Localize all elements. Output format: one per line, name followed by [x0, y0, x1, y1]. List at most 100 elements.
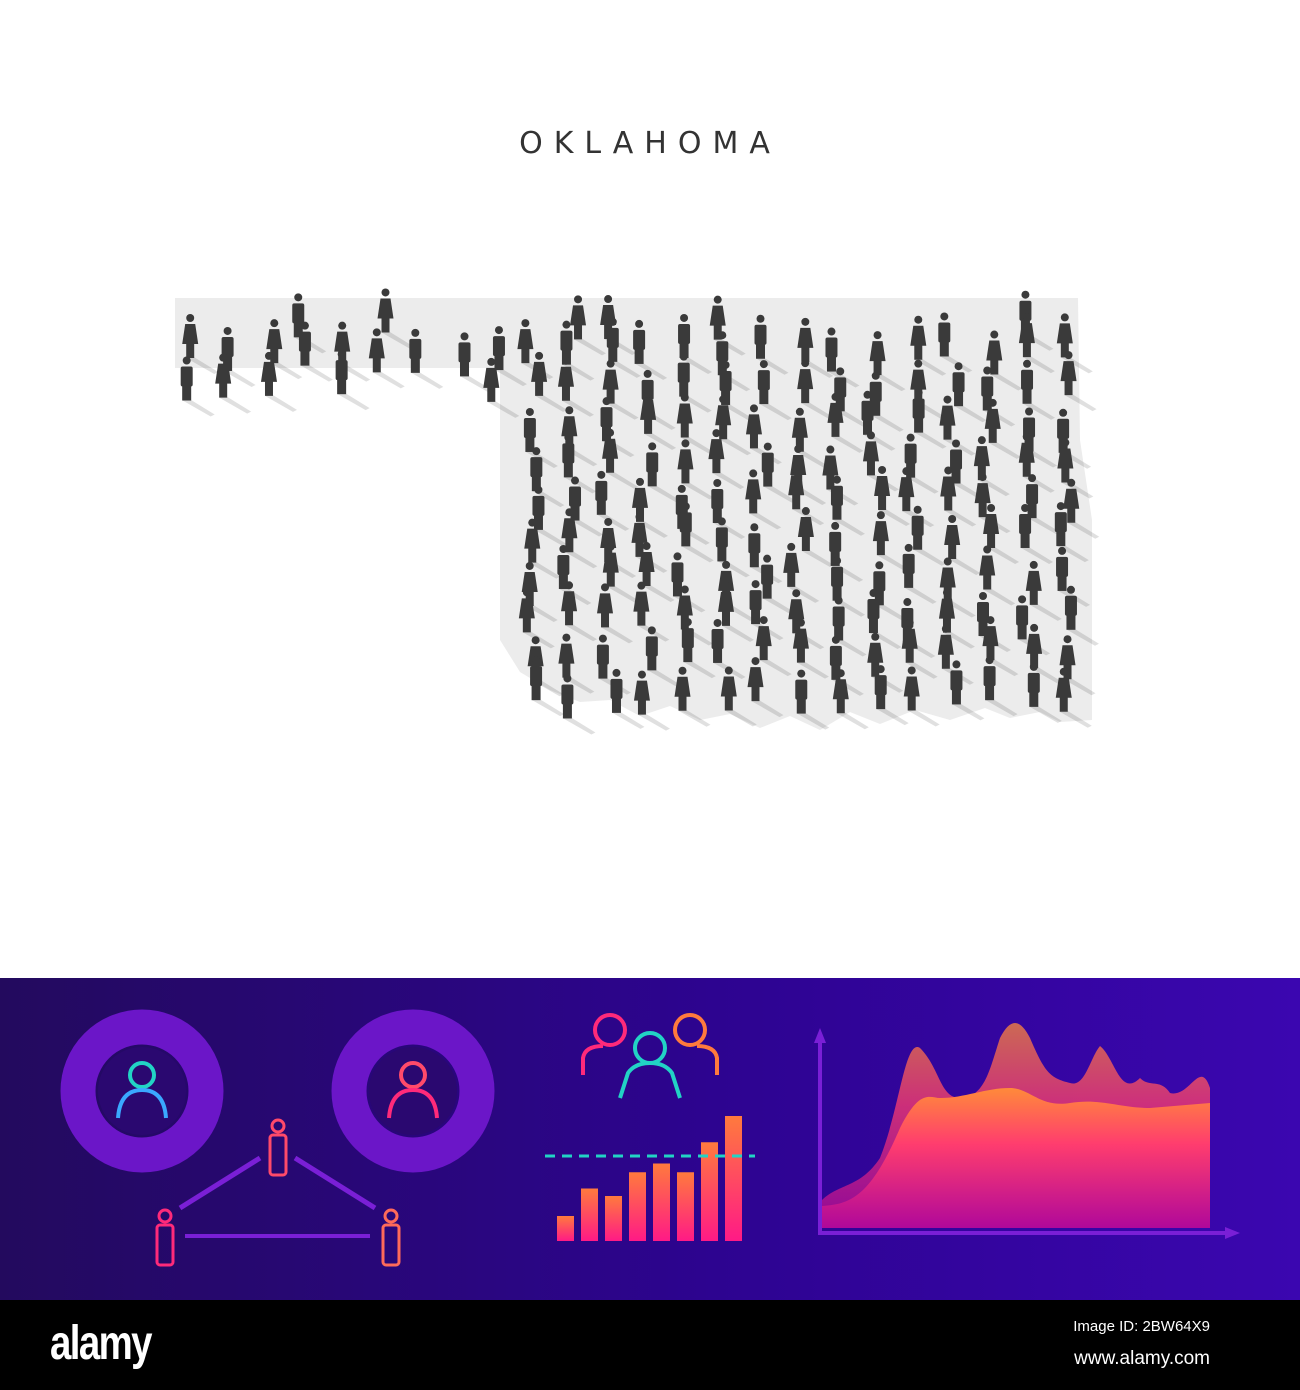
female-person-icon [973, 436, 1010, 497]
male-person-icon [912, 388, 947, 449]
bar [677, 1172, 694, 1241]
male-person-icon [530, 447, 565, 508]
male-person-icon [180, 356, 215, 417]
female-person-icon [1056, 313, 1093, 374]
male-person-icon [952, 362, 987, 423]
female-person-icon [215, 353, 252, 414]
person-ring-teal-icon [60, 1009, 224, 1173]
female-person-icon [938, 588, 975, 649]
female-person-icon [944, 514, 981, 575]
male-person-icon [561, 674, 596, 735]
male-person-icon [873, 561, 908, 622]
male-person-icon [645, 626, 680, 687]
female-person-icon [792, 618, 829, 679]
male-person-icon [1027, 662, 1062, 723]
female-person-icon [717, 581, 754, 642]
female-person-icon [570, 295, 607, 356]
female-person-icon [483, 357, 520, 418]
female-person-icon [940, 466, 977, 527]
female-person-icon [939, 395, 976, 456]
map-title: OKLAHOMA [519, 126, 781, 161]
male-person-icon [1021, 359, 1056, 420]
male-person-icon [757, 360, 792, 421]
infographic-panel [0, 978, 1300, 1300]
male-person-icon [795, 669, 830, 730]
male-person-icon [530, 656, 565, 717]
female-person-icon [640, 389, 677, 450]
female-person-icon [561, 508, 598, 569]
female-person-icon [983, 504, 1020, 565]
bar [701, 1142, 718, 1241]
people-group-icon [581, 1013, 719, 1099]
male-person-icon [681, 618, 716, 679]
female-person-icon [901, 618, 938, 679]
female-person-icon [986, 330, 1023, 391]
female-person-icon [874, 465, 911, 526]
bar [725, 1116, 742, 1241]
male-person-icon [298, 321, 333, 382]
female-person-icon [602, 359, 639, 420]
bar [605, 1196, 622, 1241]
female-person-icon [708, 429, 745, 490]
bar [653, 1163, 670, 1241]
male-person-icon [902, 543, 937, 604]
female-person-icon [531, 351, 568, 412]
male-person-icon [711, 478, 746, 539]
male-person-icon [409, 328, 444, 389]
female-person-icon [797, 359, 834, 420]
bar-chart-icon [557, 1116, 742, 1241]
female-person-icon [910, 359, 947, 420]
male-person-icon [646, 442, 681, 503]
female-person-icon [524, 518, 561, 579]
bar [557, 1216, 574, 1241]
male-person-icon [761, 554, 796, 615]
male-person-icon [830, 475, 865, 536]
site-url[interactable]: www.alamy.com [1074, 1348, 1210, 1369]
male-person-icon [832, 596, 867, 657]
area-chart-icon [814, 1023, 1240, 1239]
male-person-icon [492, 326, 527, 387]
male-person-icon [679, 502, 714, 563]
female-person-icon [797, 317, 834, 378]
male-person-icon [869, 371, 904, 432]
person-network-icon [155, 1118, 401, 1267]
female-person-icon [561, 581, 598, 642]
female-person-icon [832, 669, 869, 730]
female-person-icon [1018, 313, 1055, 374]
male-person-icon [678, 313, 713, 374]
female-person-icon [747, 657, 784, 718]
person-ring-pink-icon [331, 1009, 495, 1173]
male-person-icon [606, 317, 641, 378]
male-person-icon [911, 505, 946, 566]
female-person-icon [982, 616, 1019, 677]
female-person-icon [377, 288, 414, 349]
female-person-icon [1025, 560, 1062, 621]
male-person-icon [1019, 503, 1054, 564]
female-person-icon [676, 393, 713, 454]
female-person-icon [597, 583, 634, 644]
female-person-icon [1063, 478, 1100, 539]
bar [581, 1188, 598, 1241]
alamy-logo: alamy [50, 1317, 152, 1370]
female-person-icon [368, 328, 405, 389]
male-person-icon [983, 656, 1018, 717]
female-person-icon [979, 545, 1016, 606]
female-person-icon [910, 315, 947, 376]
female-person-icon [557, 356, 594, 417]
male-person-icon [610, 668, 645, 729]
female-person-icon [827, 392, 864, 453]
female-person-icon [677, 439, 714, 500]
male-person-icon [950, 660, 985, 721]
female-person-icon [1055, 667, 1092, 728]
male-person-icon [1026, 474, 1061, 535]
female-person-icon [674, 666, 711, 727]
female-person-icon [755, 616, 792, 677]
male-person-icon [532, 485, 567, 546]
female-person-icon [602, 428, 639, 489]
female-person-icon [1026, 623, 1063, 684]
bar [629, 1172, 646, 1241]
oklahoma-people-map [175, 288, 1100, 735]
female-person-icon [633, 670, 670, 731]
female-person-icon [602, 542, 639, 603]
female-person-icon [638, 542, 675, 603]
